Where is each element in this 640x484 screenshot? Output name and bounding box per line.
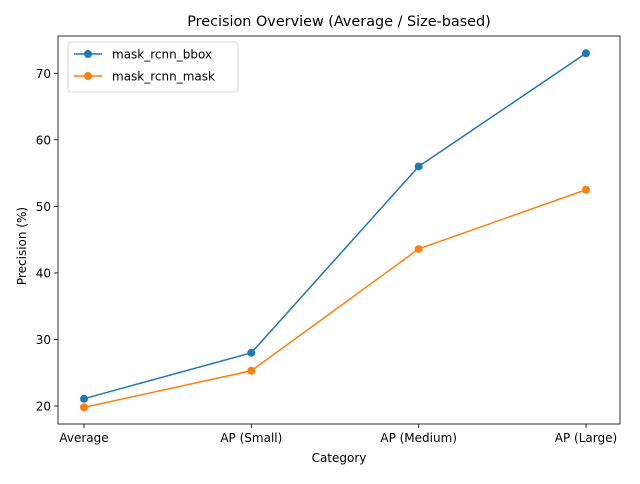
y-tick-label: 30 — [36, 333, 51, 347]
data-point — [582, 185, 590, 194]
legend: mask_rcnn_bbox mask_rcnn_mask — [67, 41, 239, 93]
x-tick-label: AP (Small) — [220, 431, 282, 445]
x-tick-label: Average — [59, 431, 108, 445]
series-line-mask-rcnn-bbox — [83, 52, 587, 400]
x-tick-label: AP (Medium) — [380, 431, 457, 445]
data-point — [247, 366, 256, 375]
data-point — [247, 348, 256, 357]
y-tick-label: 50 — [36, 200, 51, 214]
y-tick-label: 40 — [36, 266, 51, 280]
y-axis-label: Precision (%) — [15, 207, 29, 285]
y-tick-label: 60 — [36, 133, 51, 147]
x-axis-label: Category — [312, 451, 367, 465]
data-point — [582, 49, 590, 58]
plot-area: Average AP (Small) AP (Medium) AP (Large) 20… — [36, 49, 617, 445]
y-tick-label: 70 — [36, 67, 51, 81]
data-point — [80, 394, 88, 403]
legend-label: mask_rcnn_mask — [112, 70, 215, 84]
legend-marker — [84, 50, 92, 58]
data-point — [414, 244, 423, 253]
x-tick-label: AP (Large) — [555, 431, 617, 445]
legend-label: mask_rcnn_bbox — [112, 48, 212, 62]
data-point — [80, 403, 88, 412]
y-tick-label: 20 — [36, 400, 51, 414]
chart-title: Precision Overview (Average / Size-based… — [187, 14, 491, 30]
data-point — [414, 162, 423, 171]
series-line-mask-rcnn-mask — [83, 189, 587, 409]
plot-frame — [57, 35, 621, 425]
legend-marker — [84, 72, 92, 80]
legend-box — [67, 41, 239, 93]
